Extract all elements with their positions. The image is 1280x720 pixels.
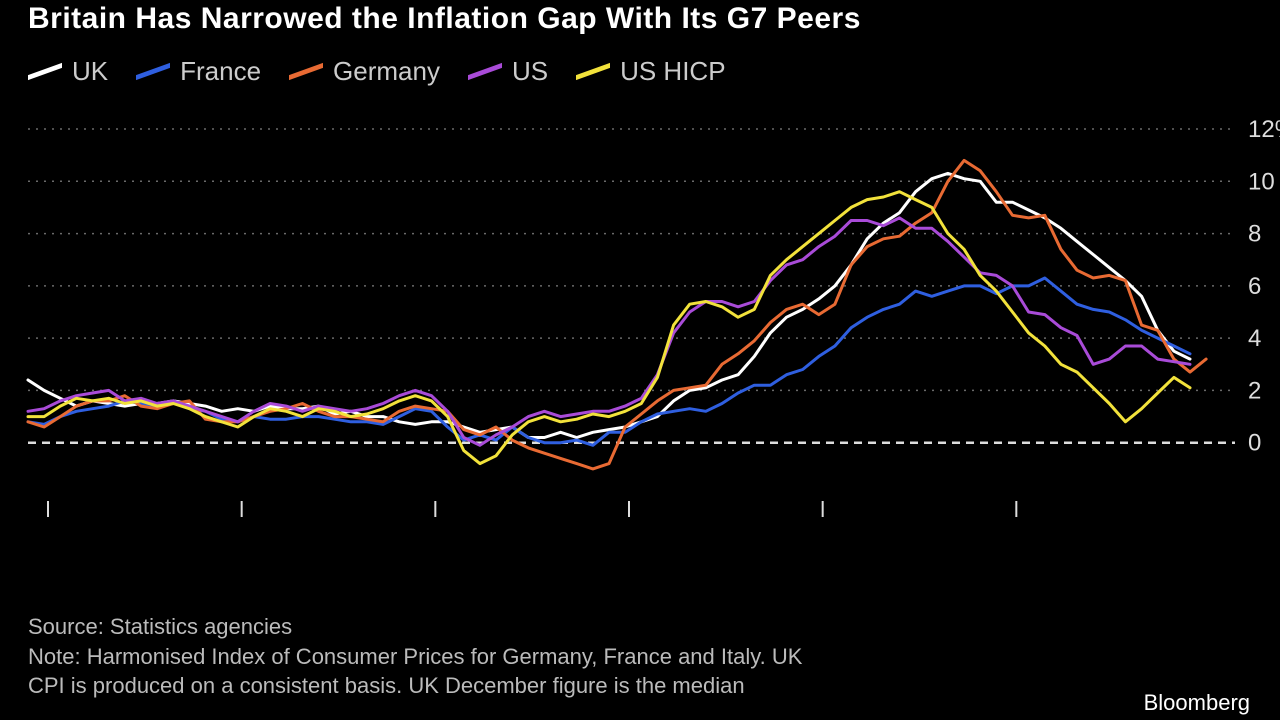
y-tick-label: 4 — [1248, 325, 1261, 352]
series-line-us-hicp — [28, 192, 1190, 464]
y-tick-label: 6 — [1248, 273, 1261, 300]
y-tick-label: 2 — [1248, 377, 1261, 404]
y-tick-label: 12% — [1248, 116, 1280, 143]
source-text: Source: Statistics agencies — [28, 612, 1280, 642]
brand-label: Bloomberg — [1144, 690, 1250, 716]
line-chart-svg: 024681012%201820192020202120222023 — [0, 97, 1280, 517]
legend-label: UK — [72, 56, 108, 87]
legend-swatch-icon — [576, 63, 610, 80]
series-line-france — [28, 278, 1190, 445]
note-line-1: Note: Harmonised Index of Consumer Price… — [28, 642, 1280, 672]
series-line-germany — [28, 160, 1206, 469]
legend-item: France — [136, 56, 261, 87]
legend-label: US — [512, 56, 548, 87]
y-tick-label: 10 — [1248, 168, 1275, 195]
legend-item: UK — [28, 56, 108, 87]
legend-label: Germany — [333, 56, 440, 87]
legend-label: France — [180, 56, 261, 87]
legend-item: US — [468, 56, 548, 87]
legend-swatch-icon — [136, 63, 170, 80]
legend-swatch-icon — [28, 63, 62, 80]
legend-swatch-icon — [289, 63, 323, 80]
chart-title: Britain Has Narrowed the Inflation Gap W… — [0, 0, 1280, 46]
legend-item: Germany — [289, 56, 440, 87]
chart-footer: Source: Statistics agencies Note: Harmon… — [0, 597, 1280, 701]
legend-swatch-icon — [468, 63, 502, 80]
legend-label: US HICP — [620, 56, 725, 87]
legend-item: US HICP — [576, 56, 725, 87]
y-tick-label: 8 — [1248, 221, 1261, 248]
series-line-us — [28, 218, 1190, 445]
legend: UK France Germany US US HICP — [0, 46, 1280, 97]
y-tick-label: 0 — [1248, 430, 1261, 457]
chart-area: 024681012%201820192020202120222023 — [0, 97, 1280, 597]
note-line-2: CPI is produced on a consistent basis. U… — [28, 671, 1280, 701]
series-line-uk — [28, 173, 1190, 437]
